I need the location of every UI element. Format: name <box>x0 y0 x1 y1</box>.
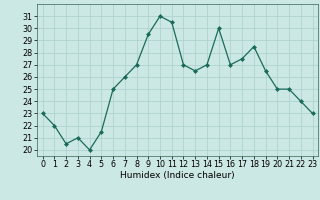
X-axis label: Humidex (Indice chaleur): Humidex (Indice chaleur) <box>120 171 235 180</box>
